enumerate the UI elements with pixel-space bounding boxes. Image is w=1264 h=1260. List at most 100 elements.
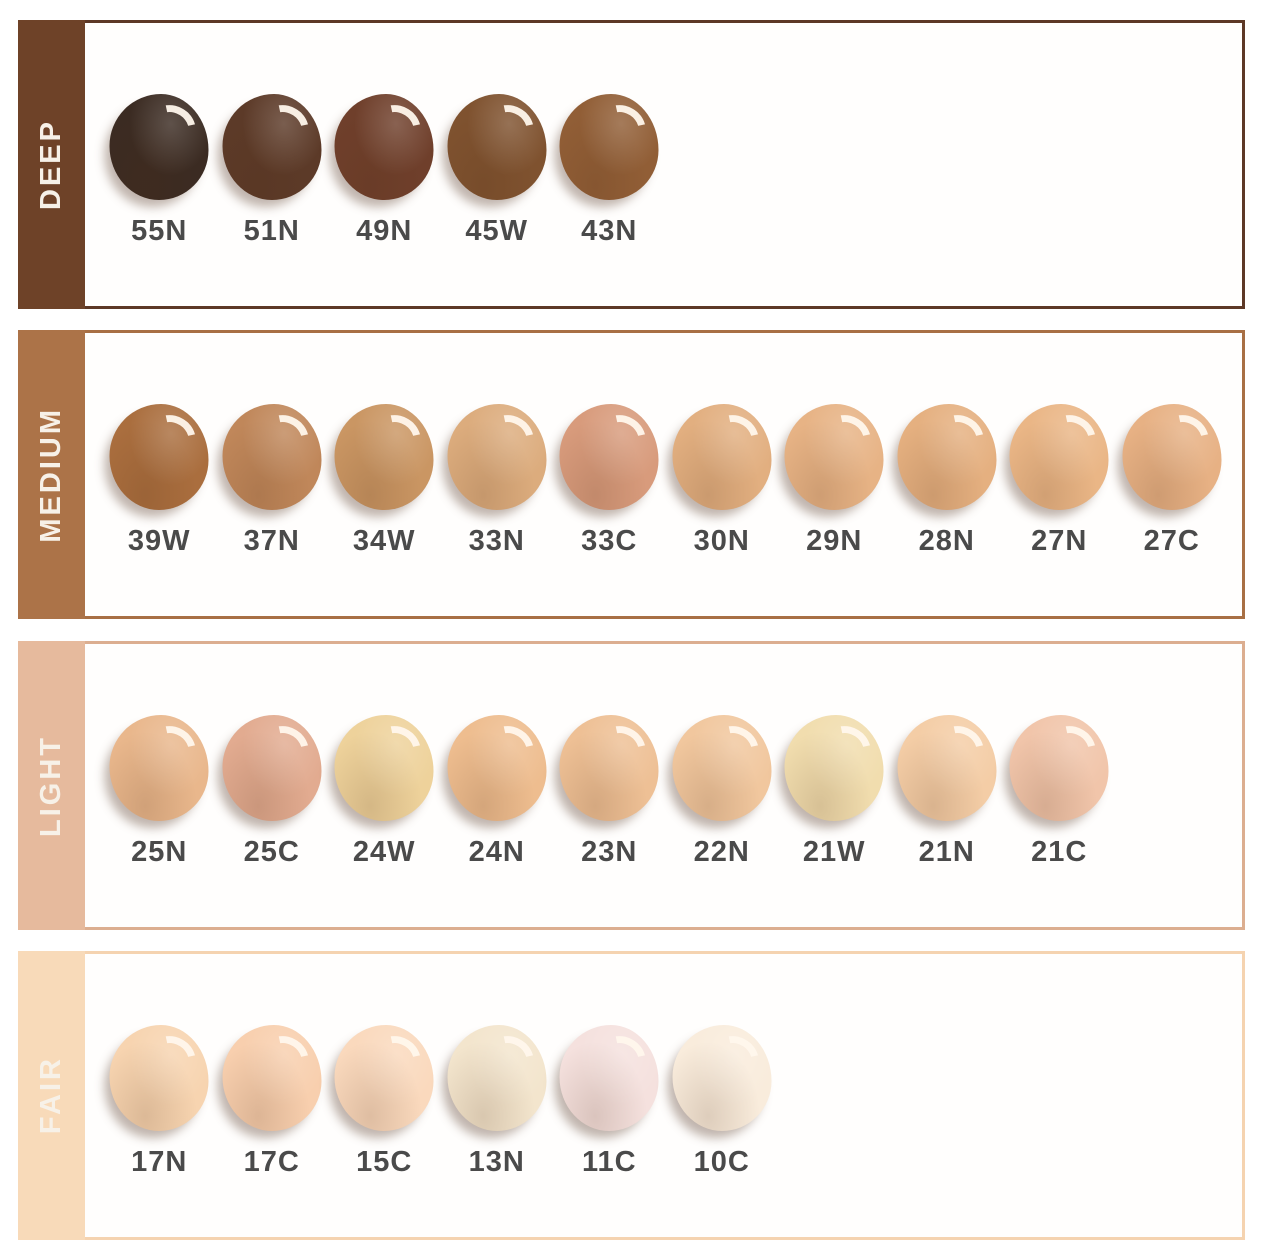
shade-item: 13N [441,954,554,1237]
shade-code-label: 23N [581,836,638,868]
shade-swatch [897,715,997,821]
shine-highlight-icon [141,406,205,468]
shade-swatch [672,715,772,821]
shade-swatch [334,715,434,821]
shade-code-label: 13N [468,1146,525,1178]
shade-item: 17C [216,954,329,1237]
shade-item: 10C [666,954,779,1237]
shade-code-label: 27C [1143,525,1200,557]
shade-item: 49N [328,23,441,306]
shade-swatch [1009,404,1109,510]
shade-swatch [559,715,659,821]
shade-item: 22N [666,644,779,927]
category-sidebar: DEEP [18,20,85,309]
shade-code-label: 30N [693,525,750,557]
shine-highlight-icon [1041,406,1105,468]
swatch-list: 55N 51N 49N 45W 43N [103,23,666,306]
swatch-panel: 55N 51N 49N 45W 43N [85,20,1245,309]
shade-row-medium: MEDIUM 39W 37N 34W 33N 33C [18,330,1245,619]
shade-swatch [1122,404,1222,510]
shine-highlight-icon [141,1027,205,1089]
shade-code-label: 15C [356,1146,413,1178]
shade-code-label: 27N [1031,525,1088,557]
category-label: LIGHT [35,734,67,837]
shade-code-label: 29N [806,525,863,557]
shade-item: 25N [103,644,216,927]
shade-code-label: 21C [1031,836,1088,868]
shade-code-label: 24W [352,836,416,868]
shade-code-label: 43N [581,215,638,247]
swatch-panel: 39W 37N 34W 33N 33C 30N 29N [85,330,1245,619]
shade-code-label: 33C [581,525,638,557]
shine-highlight-icon [253,406,317,468]
shine-highlight-icon [703,1027,767,1089]
shade-item: 33N [441,333,554,616]
shade-code-label: 17N [131,1146,188,1178]
shade-code-label: 25N [131,836,188,868]
shade-item: 51N [216,23,329,306]
shade-item: 21W [778,644,891,927]
shade-swatch [109,715,209,821]
shade-item: 33C [553,333,666,616]
shade-swatch [672,1025,772,1131]
shine-highlight-icon [366,96,430,158]
shine-highlight-icon [591,406,655,468]
shade-code-label: 24N [468,836,525,868]
shade-swatch [109,404,209,510]
shine-highlight-icon [366,717,430,779]
shade-swatch [897,404,997,510]
shade-item: 21N [891,644,1004,927]
shine-highlight-icon [141,96,205,158]
shine-highlight-icon [141,717,205,779]
shade-item: 24N [441,644,554,927]
category-label: FAIR [35,1056,67,1135]
shade-swatch [447,715,547,821]
shade-code-label: 10C [693,1146,750,1178]
category-sidebar: LIGHT [18,641,85,930]
shade-swatch [447,1025,547,1131]
category-sidebar: FAIR [18,951,85,1240]
shine-highlight-icon [478,406,542,468]
shade-item: 45W [441,23,554,306]
swatch-panel: 25N 25C 24W 24N 23N 22N 21W [85,641,1245,930]
shine-highlight-icon [928,717,992,779]
shine-highlight-icon [1153,406,1217,468]
shade-item: 43N [553,23,666,306]
shade-row-deep: DEEP 55N 51N 49N 45W 43N [18,20,1245,309]
shade-code-label: 17C [243,1146,300,1178]
category-label: MEDIUM [35,406,67,543]
shade-item: 25C [216,644,329,927]
swatch-list: 25N 25C 24W 24N 23N 22N 21W [103,644,1116,927]
shade-code-label: 28N [918,525,975,557]
shade-swatch [222,94,322,200]
shade-code-label: 21W [802,836,866,868]
shine-highlight-icon [478,717,542,779]
swatch-list: 39W 37N 34W 33N 33C 30N 29N [103,333,1228,616]
shade-swatch [672,404,772,510]
category-label: DEEP [35,119,67,210]
shade-code-label: 39W [127,525,191,557]
shade-swatch [222,715,322,821]
shine-highlight-icon [816,406,880,468]
category-sidebar: MEDIUM [18,330,85,619]
shine-highlight-icon [366,406,430,468]
shade-item: 34W [328,333,441,616]
shade-code-label: 49N [356,215,413,247]
shade-item: 24W [328,644,441,927]
shine-highlight-icon [703,406,767,468]
shade-row-light: LIGHT 25N 25C 24W 24N 23N [18,641,1245,930]
shade-swatch [109,94,209,200]
shine-highlight-icon [366,1027,430,1089]
shine-highlight-icon [253,717,317,779]
shade-swatch [559,94,659,200]
shine-highlight-icon [703,717,767,779]
shade-code-label: 34W [352,525,416,557]
shade-item: 55N [103,23,216,306]
shade-code-label: 22N [693,836,750,868]
shade-swatch [334,94,434,200]
shade-item: 27N [1003,333,1116,616]
shade-swatch [109,1025,209,1131]
shade-code-label: 11C [581,1146,637,1178]
shade-swatch [334,1025,434,1131]
